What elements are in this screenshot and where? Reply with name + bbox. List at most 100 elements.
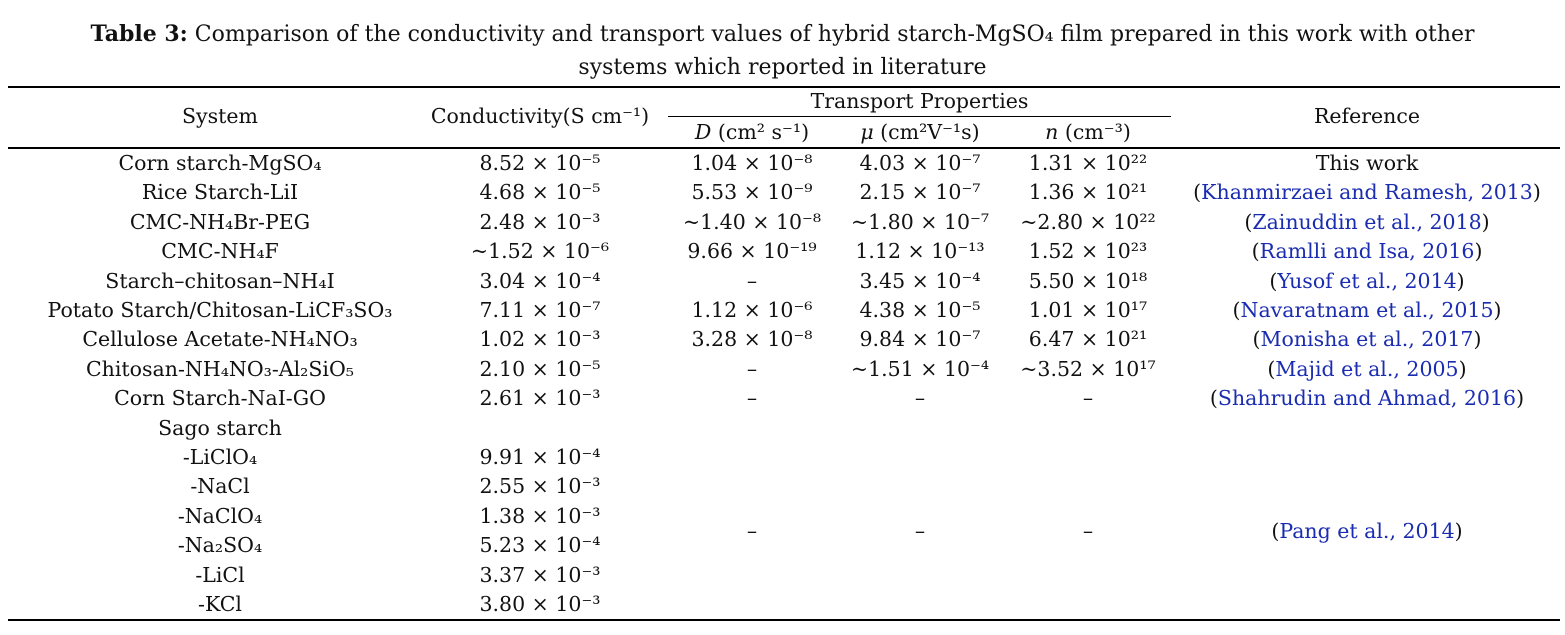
sago-conductivity: 1.38 × 10⁻³ xyxy=(479,503,601,528)
sago-conductivity: 9.91 × 10⁻⁴ xyxy=(479,445,601,469)
row-reference: This work xyxy=(1315,151,1419,175)
row-mobility: 1.12 × 10⁻¹³ xyxy=(855,239,985,264)
header-diffusion-symbol: D xyxy=(694,120,712,144)
sago-mobility: – xyxy=(914,518,926,543)
sago-conductivity: 2.55 × 10⁻³ xyxy=(479,474,601,499)
sago-system: -NaClO₄ xyxy=(177,503,263,528)
row-conductivity: 2.48 × 10⁻³ xyxy=(479,209,601,234)
row-mobility: 9.84 × 10⁻⁷ xyxy=(859,327,981,352)
row-diffusion: 5.53 × 10⁻⁹ xyxy=(691,180,813,205)
row-conductivity: 2.10 × 10⁻⁵ xyxy=(479,356,601,381)
row-reference[interactable]: (Monisha et al., 2017) xyxy=(1252,327,1482,352)
row-conductivity: 4.68 × 10⁻⁵ xyxy=(479,180,601,205)
reference-link[interactable]: Monisha et al., 2017 xyxy=(1260,327,1474,352)
row-system: Cellulose Acetate-NH₄NO₃ xyxy=(82,327,358,352)
sago-system: -Na₂SO₄ xyxy=(177,533,263,558)
row-carrier-density: – xyxy=(1082,386,1094,411)
sago-conductivity: 3.37 × 10⁻³ xyxy=(479,562,601,587)
sago-diffusion: – xyxy=(746,518,758,543)
row-diffusion: – xyxy=(746,268,758,293)
caption-label: Table 3: xyxy=(90,21,188,47)
row-mobility: 3.45 × 10⁻⁴ xyxy=(859,268,981,293)
row-carrier-density: 6.47 × 10²¹ xyxy=(1028,327,1148,352)
row-carrier-density: ~2.80 × 10²² xyxy=(1020,209,1156,234)
header-diffusion: D (cm² s⁻¹) xyxy=(668,118,836,147)
row-reference[interactable]: (Yusof et al., 2014) xyxy=(1269,268,1465,293)
reference-link[interactable]: Ramlli and Isa, 2016 xyxy=(1259,239,1475,264)
row-conductivity: 3.04 × 10⁻⁴ xyxy=(479,268,601,293)
row-system: Corn starch-MgSO₄ xyxy=(118,151,322,175)
reference-link[interactable]: Navaratnam et al., 2015 xyxy=(1240,298,1494,322)
row-diffusion: 1.12 × 10⁻⁶ xyxy=(691,298,813,322)
row-conductivity: 1.02 × 10⁻³ xyxy=(479,327,601,352)
row-mobility: ~1.51 × 10⁻⁴ xyxy=(850,356,990,381)
row-diffusion: – xyxy=(746,386,758,411)
sago-system: -LiCl xyxy=(195,562,245,587)
sago-conductivity: 5.23 × 10⁻⁴ xyxy=(479,533,601,558)
sago-reference[interactable]: (Pang et al., 2014) xyxy=(1271,518,1463,543)
row-carrier-density: 1.36 × 10²¹ xyxy=(1028,180,1148,205)
reference-link[interactable]: Majid et al., 2005 xyxy=(1275,356,1459,381)
row-carrier-density: 1.31 × 10²² xyxy=(1028,151,1148,175)
row-mobility: ~1.80 × 10⁻⁷ xyxy=(850,209,990,234)
header-mobility-unit: (cm²V⁻¹s) xyxy=(873,120,980,144)
row-diffusion: 1.04 × 10⁻⁸ xyxy=(691,151,813,175)
row-reference[interactable]: (Shahrudin and Ahmad, 2016) xyxy=(1209,386,1525,411)
header-carrier-density-symbol: n xyxy=(1045,120,1059,144)
row-conductivity: 2.61 × 10⁻³ xyxy=(479,386,601,411)
caption-text-1: Comparison of the conductivity and trans… xyxy=(194,22,1475,47)
row-reference[interactable]: (Majid et al., 2005) xyxy=(1267,356,1467,381)
sago-title: Sago starch xyxy=(158,415,282,440)
reference-link[interactable]: Yusof et al., 2014 xyxy=(1277,268,1457,293)
reference-link[interactable]: Zainuddin et al., 2018 xyxy=(1252,209,1482,234)
reference-link[interactable]: Shahrudin and Ahmad, 2016 xyxy=(1217,386,1517,411)
reference-link[interactable]: Khanmirzaei and Ramesh, 2013 xyxy=(1201,180,1533,205)
header-diffusion-unit: (cm² s⁻¹) xyxy=(711,120,810,144)
top-rule xyxy=(8,86,1560,88)
caption-line-2: systems which reported in literature xyxy=(578,55,987,80)
bottom-rule xyxy=(8,619,1560,621)
header-mobility: μ (cm²V⁻¹s) xyxy=(836,118,1004,147)
row-diffusion: 3.28 × 10⁻⁸ xyxy=(691,327,813,352)
table-caption: Table 3: Comparison of the conductivity … xyxy=(0,18,1565,84)
row-diffusion: 9.66 × 10⁻¹⁹ xyxy=(687,239,817,264)
header-conductivity: Conductivity(S cm⁻¹) xyxy=(430,104,650,128)
header-system: System xyxy=(182,104,258,128)
sago-carrier-density: – xyxy=(1082,518,1094,543)
row-reference[interactable]: (Zainuddin et al., 2018) xyxy=(1244,209,1490,234)
header-carrier-density-unit: (cm⁻³) xyxy=(1058,120,1131,144)
row-mobility: 4.38 × 10⁻⁵ xyxy=(859,298,981,322)
row-conductivity: ~1.52 × 10⁻⁶ xyxy=(470,239,610,264)
row-conductivity: 8.52 × 10⁻⁵ xyxy=(479,151,601,175)
transport-rule xyxy=(668,116,1171,117)
header-mobility-symbol: μ xyxy=(860,120,874,144)
row-system: Potato Starch/Chitosan-LiCF₃SO₃ xyxy=(47,298,393,322)
header-carrier-density: n (cm⁻³) xyxy=(1004,118,1172,147)
sago-system: -KCl xyxy=(198,592,242,616)
row-carrier-density: 5.50 × 10¹⁸ xyxy=(1028,268,1148,293)
header-transport-properties: Transport Properties xyxy=(810,89,1029,113)
row-system: Rice Starch-LiI xyxy=(141,180,299,205)
row-system: CMC-NH₄F xyxy=(161,239,279,264)
row-mobility: 2.15 × 10⁻⁷ xyxy=(859,180,981,205)
row-system: Starch–chitosan–NH₄I xyxy=(105,268,335,293)
row-carrier-density: ~3.52 × 10¹⁷ xyxy=(1020,356,1156,381)
row-system: Corn Starch-NaI-GO xyxy=(114,386,326,411)
sago-conductivity: 3.80 × 10⁻³ xyxy=(479,592,601,616)
reference-link[interactable]: Pang et al., 2014 xyxy=(1279,518,1455,543)
row-diffusion: – xyxy=(746,356,758,381)
row-reference[interactable]: (Khanmirzaei and Ramesh, 2013) xyxy=(1193,180,1541,205)
row-mobility: 4.03 × 10⁻⁷ xyxy=(859,151,981,175)
row-mobility: – xyxy=(914,386,926,411)
caption-line-1: Table 3: Comparison of the conductivity … xyxy=(0,18,1565,51)
row-system: Chitosan-NH₄NO₃-Al₂SiO₅ xyxy=(85,356,355,381)
row-system: CMC-NH₄Br-PEG xyxy=(129,209,311,234)
row-diffusion: ~1.40 × 10⁻⁸ xyxy=(682,209,822,234)
row-carrier-density: 1.52 × 10²³ xyxy=(1028,239,1148,264)
row-carrier-density: 1.01 × 10¹⁷ xyxy=(1028,298,1148,322)
sago-system: -NaCl xyxy=(190,474,250,499)
sago-system: -LiClO₄ xyxy=(182,445,258,469)
header-rule xyxy=(8,147,1560,149)
row-reference[interactable]: (Navaratnam et al., 2015) xyxy=(1232,298,1502,322)
row-reference[interactable]: (Ramlli and Isa, 2016) xyxy=(1251,239,1483,264)
